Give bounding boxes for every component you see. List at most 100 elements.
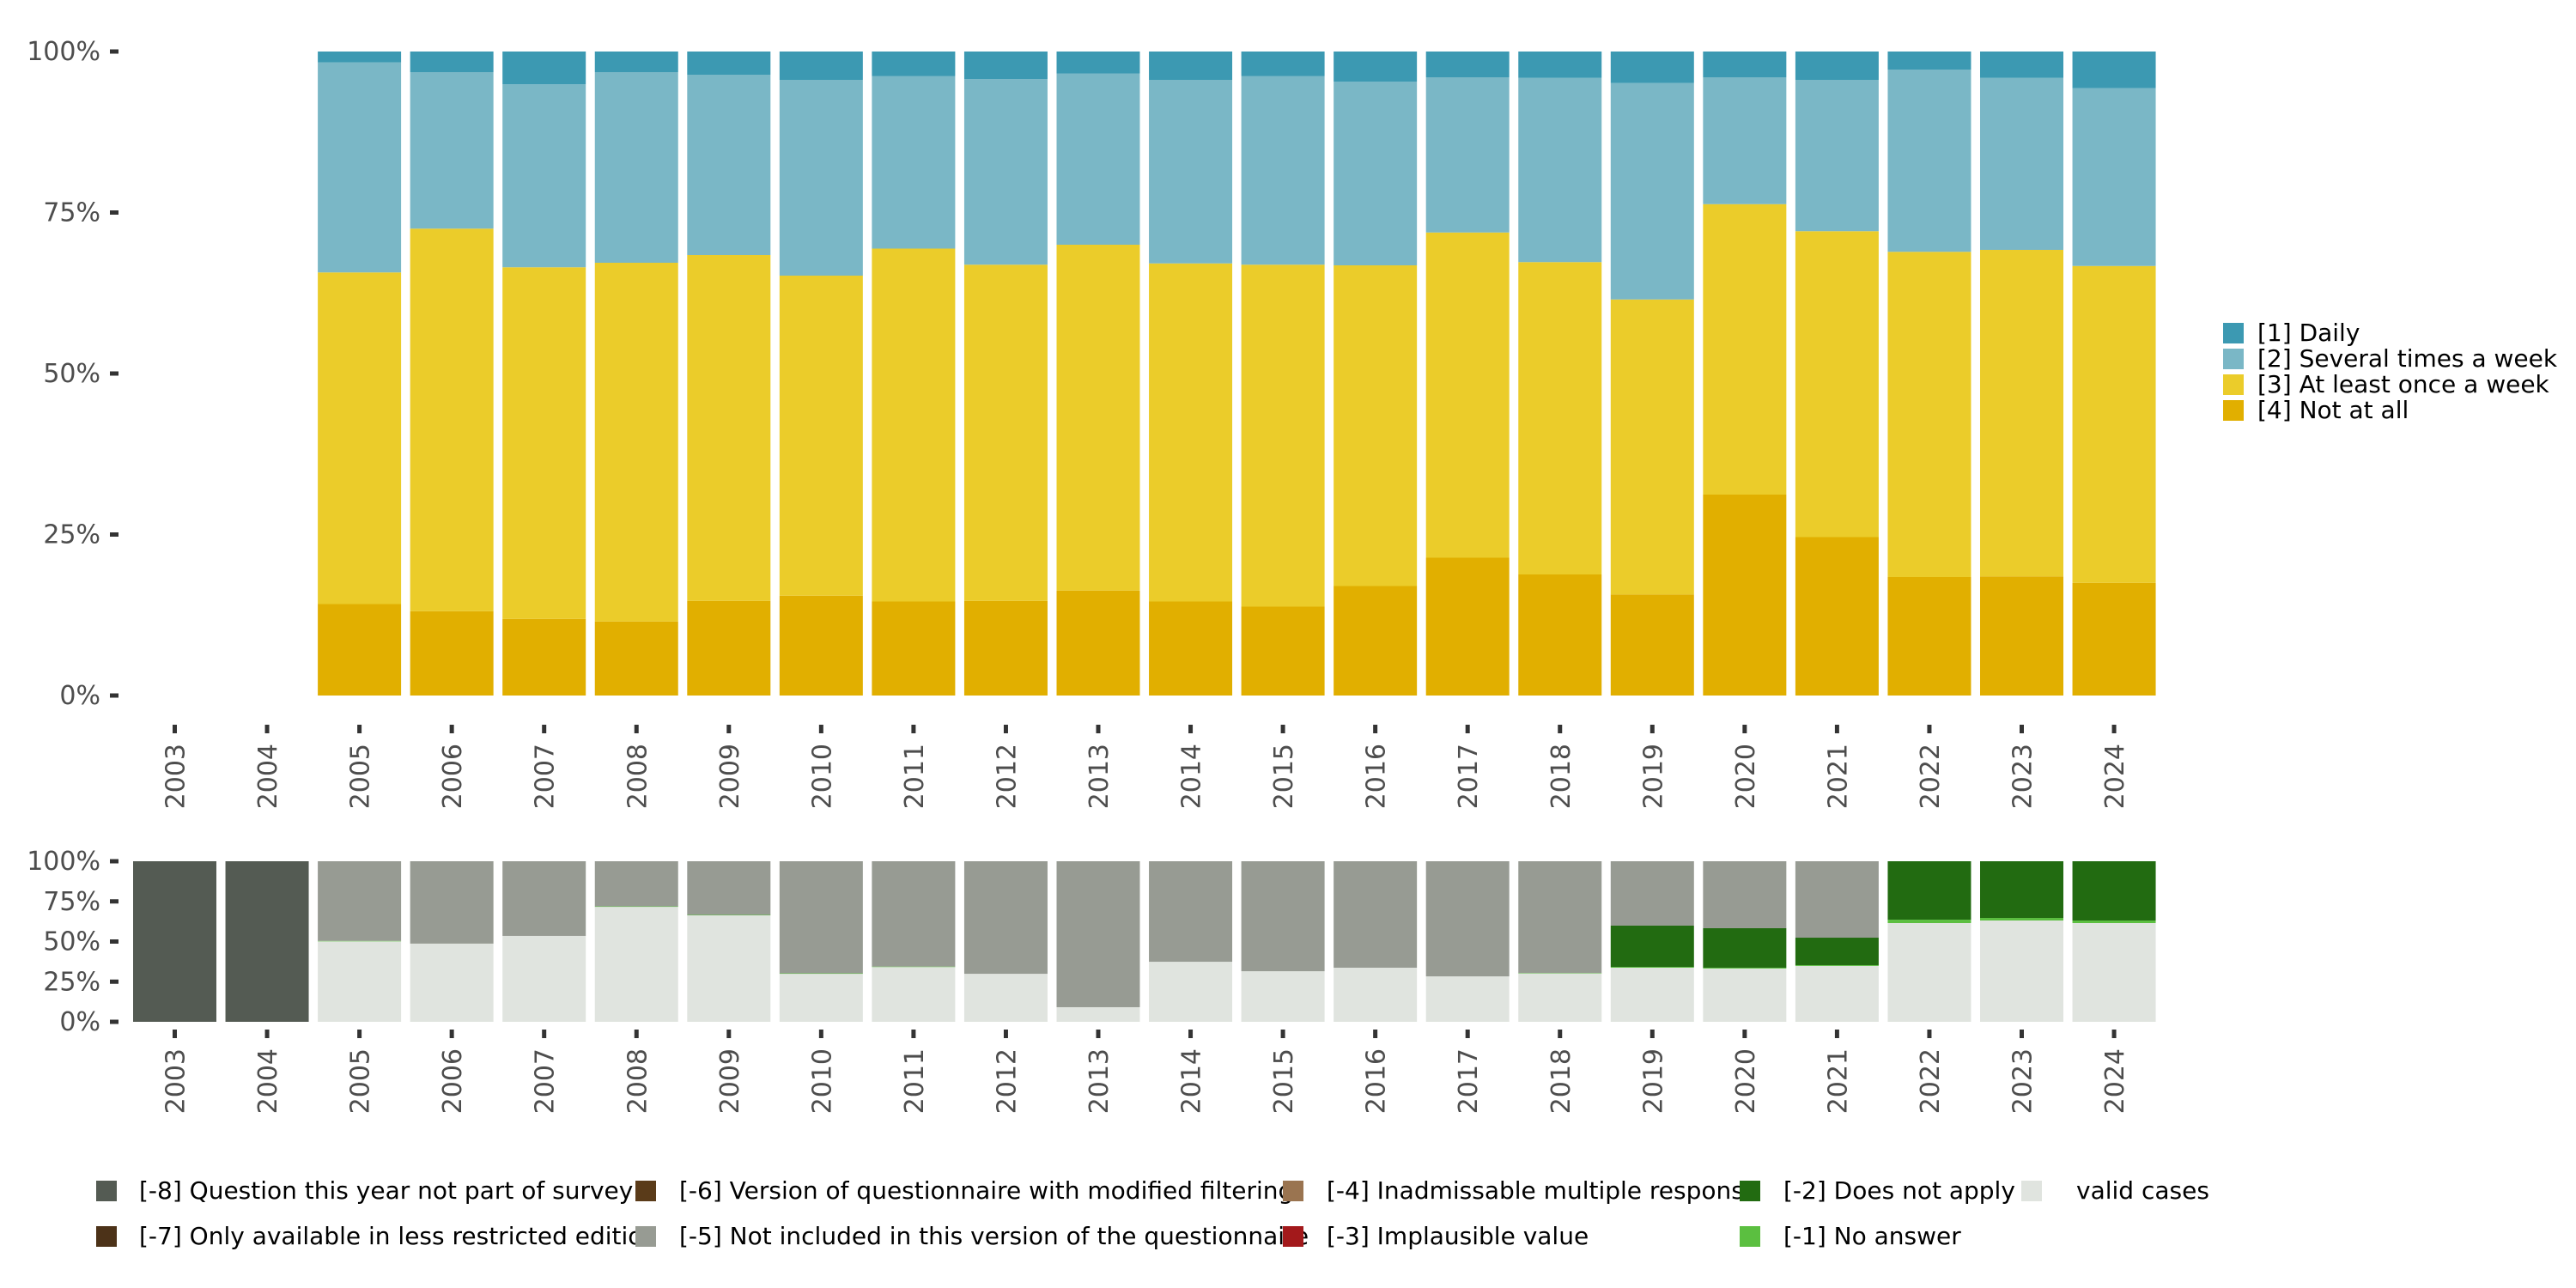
y-tick-label: 75% [43, 887, 100, 917]
bar-segment [1610, 594, 1694, 696]
bar-segment [1425, 557, 1510, 696]
legend-item: [2] Several times a week [2223, 344, 2558, 373]
bar-segment [2072, 52, 2156, 88]
legend-item: valid cases [2021, 1176, 2209, 1205]
legend-key [2223, 323, 2244, 343]
x-tick-label: 2011 [900, 1048, 930, 1114]
bar-segment [1425, 232, 1510, 558]
bar-segment [318, 861, 402, 941]
bar-segment [502, 267, 586, 619]
bar-segment [1610, 861, 1694, 926]
legend-label: [-2] Does not apply [1783, 1176, 2015, 1205]
bar-segment [594, 906, 678, 908]
x-tick-label: 2013 [1084, 744, 1115, 809]
bar-segment [410, 228, 494, 611]
top-chart: 0% 25% 50% 75% 100% 2003 2004 2005 2006 2007 2008… [27, 37, 2558, 809]
bar-segment [1703, 927, 1787, 968]
bar-segment [2072, 922, 2156, 1022]
bar-segment [318, 272, 402, 605]
bar-segment [410, 52, 494, 72]
x-tick-label: 2021 [1823, 1048, 1853, 1114]
bar-segment [1703, 204, 1787, 495]
bar-segment [1241, 606, 1325, 696]
bar-segment [1980, 250, 2063, 577]
bar-segment [1056, 52, 1140, 74]
bar-segment [1980, 52, 2063, 78]
y-tick-label: 100% [27, 37, 100, 67]
bar-segment [1518, 973, 1602, 1022]
legend-label: [-3] Implausible value [1327, 1222, 1589, 1250]
legend-label: valid cases [2076, 1176, 2209, 1205]
bottom-x-axis: 2003 2004 2005 2006 2007 2008 2009 2010 2011 2012… [161, 1030, 2130, 1114]
bar-segment [1334, 586, 1418, 696]
bar-segment [1980, 861, 2063, 919]
bar-segment [1334, 967, 1418, 1022]
bar-segment [1425, 77, 1510, 233]
x-tick-label: 2015 [1269, 1048, 1299, 1114]
legend-item: [-8] Question this year not part of surv… [96, 1176, 633, 1205]
bar-segment [318, 62, 402, 273]
legend-key [96, 1226, 117, 1247]
x-tick-label: 2017 [1454, 1048, 1484, 1114]
legend-key [635, 1226, 656, 1247]
bar-segment [1610, 925, 1694, 968]
x-tick-label: 2004 [253, 744, 283, 809]
bar-segment [779, 52, 863, 80]
x-tick-label: 2010 [807, 1048, 837, 1114]
x-tick-label: 2021 [1823, 744, 1853, 809]
x-tick-label: 2008 [623, 744, 653, 809]
bar-segment [1980, 920, 2063, 1022]
bar-segment [779, 595, 863, 696]
bar-segment [1703, 52, 1787, 77]
bar-segment [410, 611, 494, 696]
bar-segment [410, 861, 494, 944]
legend-label: [4] Not at all [2257, 396, 2409, 424]
y-tick-label: 50% [43, 359, 100, 389]
bar-segment [502, 935, 586, 1022]
legend-item: [3] At least once a week [2223, 370, 2550, 398]
bar-segment [502, 618, 586, 696]
bar-segment [1149, 52, 1233, 80]
bar-segment [1425, 52, 1510, 77]
x-tick-label: 2023 [2008, 744, 2038, 809]
x-tick-label: 2019 [1638, 744, 1668, 809]
x-tick-label: 2014 [1177, 744, 1207, 809]
bar-segment [963, 79, 1048, 265]
bar-segment [872, 601, 956, 696]
x-tick-label: 2008 [623, 1048, 653, 1114]
bar-segment [687, 915, 771, 1022]
legend-label: [-7] Only available in less restricted e… [139, 1222, 658, 1250]
x-tick-label: 2006 [438, 744, 468, 809]
bar-segment [1518, 574, 1602, 696]
bar-segment [594, 72, 678, 263]
x-tick-label: 2020 [1731, 1048, 1761, 1114]
legend-label: [-5] Not included in this version of the… [679, 1222, 1309, 1250]
bar-segment [1980, 918, 2063, 921]
bar-segment [318, 941, 402, 1022]
legend-label: [3] At least once a week [2257, 370, 2550, 398]
y-tick-label: 50% [43, 927, 100, 957]
y-tick-label: 75% [43, 198, 100, 228]
legend-item: [1] Daily [2223, 319, 2360, 347]
bar-segment [1887, 577, 1971, 696]
legend-key [1283, 1226, 1303, 1247]
bar-segment [594, 263, 678, 622]
bar-segment [1887, 252, 1971, 577]
bar-segment [1241, 52, 1325, 76]
bar-segment [318, 52, 402, 63]
top-bars [318, 52, 2156, 696]
bar-segment [1334, 861, 1418, 968]
bar-segment [963, 600, 1048, 696]
bar-segment [1980, 576, 2063, 696]
legend-item: [4] Not at all [2223, 396, 2409, 424]
bar-segment [1241, 861, 1325, 972]
bar-segment [1241, 76, 1325, 265]
x-tick-label: 2011 [900, 744, 930, 809]
bar-segment [1056, 590, 1140, 696]
x-tick-label: 2015 [1269, 744, 1299, 809]
legend-item: [-2] Does not apply [1740, 1176, 2015, 1205]
bar-segment [1518, 262, 1602, 574]
bar-segment [1518, 973, 1602, 974]
bar-segment [133, 861, 216, 1022]
